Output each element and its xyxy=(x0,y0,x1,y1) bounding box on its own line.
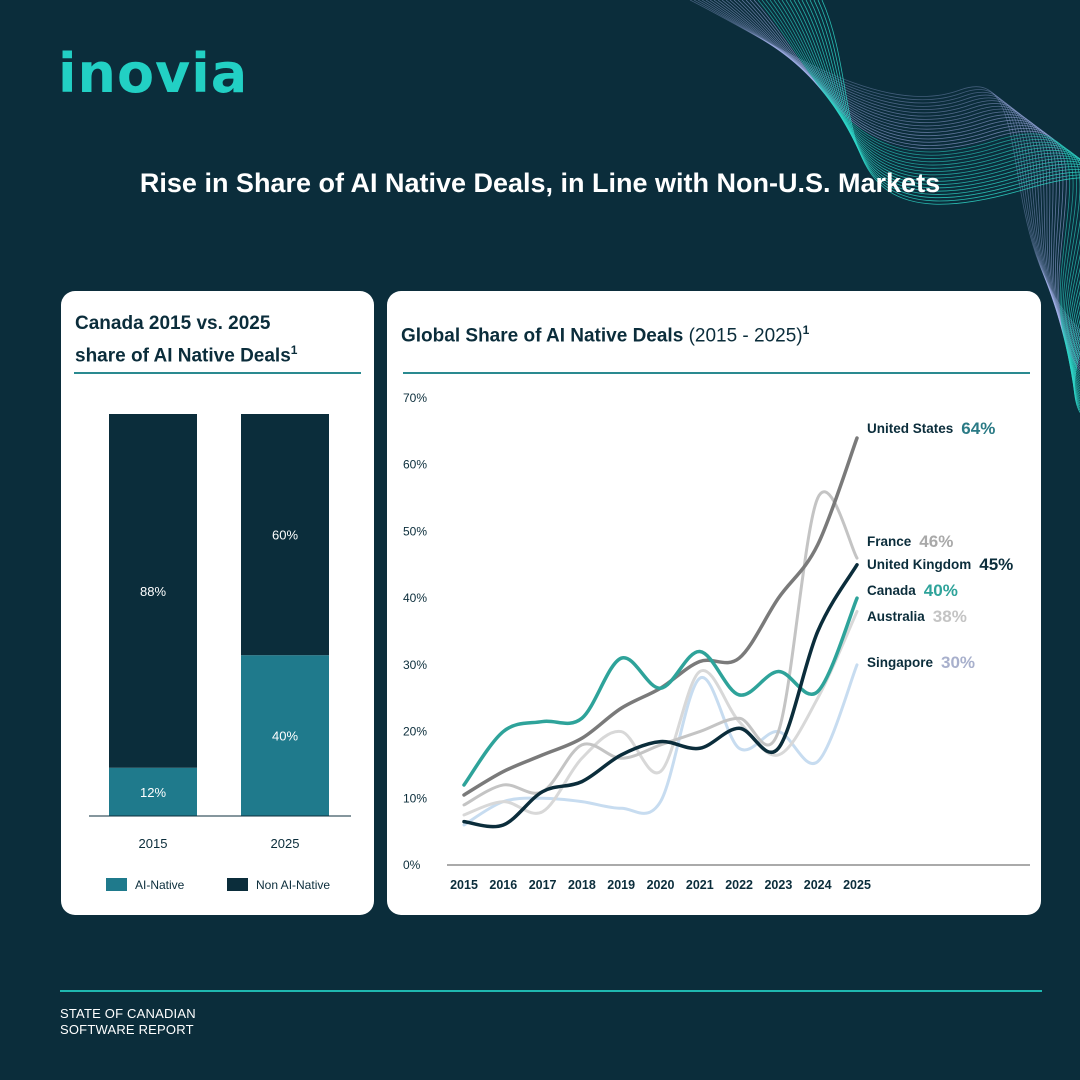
left-chart-title-rule xyxy=(74,372,361,374)
series-name-label: France xyxy=(867,534,912,549)
legend-label: AI-Native xyxy=(135,878,185,892)
y-tick-label: 40% xyxy=(403,591,427,605)
series-line-france xyxy=(462,490,859,807)
x-tick-label: 2025 xyxy=(843,878,871,892)
x-tick-label: 2019 xyxy=(607,878,635,892)
y-tick-label: 70% xyxy=(403,391,427,405)
right-chart-footnote-mark: 1 xyxy=(802,323,810,337)
series-value-label: 45% xyxy=(979,555,1013,574)
left-chart-title-line1: Canada 2015 vs. 2025 xyxy=(75,313,271,334)
legend-label: Non AI-Native xyxy=(256,878,330,892)
wave-line xyxy=(693,0,1080,333)
y-tick-label: 60% xyxy=(403,458,427,472)
bar-value-label: 88% xyxy=(140,584,166,599)
legend-swatch xyxy=(227,878,248,891)
x-tick-label: 2015 xyxy=(450,878,478,892)
bar-segment-2015-non-ai-native xyxy=(109,414,197,768)
footer-text: STATE OF CANADIAN SOFTWARE REPORT xyxy=(60,1006,196,1038)
y-tick-label: 20% xyxy=(403,725,427,739)
global-share-card: Global Share of AI Native Deals (2015 - … xyxy=(387,291,1041,915)
bar-segment-2015-ai-native xyxy=(109,767,197,816)
right-chart-title-main: Global Share of AI Native Deals xyxy=(401,325,684,347)
footer-rule xyxy=(60,990,1042,992)
x-tick-label: 2024 xyxy=(804,878,832,892)
left-chart-title: Canada 2015 vs. 2025 share of AI Native … xyxy=(75,311,297,369)
series-name-label: Canada xyxy=(867,583,916,598)
bar-value-label: 40% xyxy=(272,729,298,744)
canada-share-card: Canada 2015 vs. 2025 share of AI Native … xyxy=(61,291,374,915)
line-chart: 0% 10% 20% 30% 40% 50% 60% 70% 2015 2016 2017 2018 2… xyxy=(403,391,1030,892)
y-tick-label: 50% xyxy=(403,524,427,538)
x-tick-label: 2020 xyxy=(647,878,675,892)
series-value-label: 30% xyxy=(941,653,975,672)
footer-line2: SOFTWARE REPORT xyxy=(60,1022,194,1037)
page-title: Rise in Share of AI Native Deals, in Lin… xyxy=(139,168,941,198)
series-value-label: 64% xyxy=(961,419,995,438)
bar-category-label: 2015 xyxy=(139,836,168,851)
stacked-bar-chart: 12% 88% 2015 40% 60% 2025 AI-Native Non AI-Nati… xyxy=(89,414,351,892)
footer-line1: STATE OF CANADIAN xyxy=(60,1006,196,1021)
x-tick-label: 2022 xyxy=(725,878,753,892)
right-chart-title-rule xyxy=(403,372,1030,374)
bar-segment-2025-ai-native xyxy=(241,655,329,816)
wave-line xyxy=(689,0,1080,331)
series-line-singapore xyxy=(462,663,859,827)
x-tick-label: 2017 xyxy=(529,878,557,892)
series-name-label: Singapore xyxy=(867,655,934,670)
series-value-label: 38% xyxy=(933,607,967,626)
bar-value-label: 60% xyxy=(272,528,298,543)
x-tick-label: 2021 xyxy=(686,878,714,892)
right-chart-title: Global Share of AI Native Deals (2015 - … xyxy=(401,317,809,349)
y-tick-label: 0% xyxy=(403,858,421,872)
left-chart-footnote-mark: 1 xyxy=(290,343,298,357)
right-chart-title-range: (2015 - 2025) xyxy=(688,325,803,347)
series-value-label: 46% xyxy=(919,532,953,551)
y-tick-label: 30% xyxy=(403,658,427,672)
bar-value-label: 12% xyxy=(140,785,166,800)
bar-segment-2025-non-ai-native xyxy=(241,414,329,656)
series-name-label: United Kingdom xyxy=(867,557,971,572)
legend-swatch xyxy=(106,878,127,891)
series-value-label: 40% xyxy=(924,581,958,600)
x-tick-label: 2018 xyxy=(568,878,596,892)
left-chart-title-line2: share of AI Native Deals xyxy=(75,345,291,367)
x-tick-label: 2016 xyxy=(489,878,517,892)
series-line-australia xyxy=(462,609,859,817)
series-name-label: Australia xyxy=(867,609,925,624)
y-tick-label: 10% xyxy=(403,791,427,805)
series-line-united-kingdom xyxy=(462,563,859,829)
series-name-label: United States xyxy=(867,421,953,436)
inovia-logo: inovia xyxy=(58,42,249,105)
bar-category-label: 2025 xyxy=(271,836,300,851)
x-tick-label: 2023 xyxy=(764,878,792,892)
